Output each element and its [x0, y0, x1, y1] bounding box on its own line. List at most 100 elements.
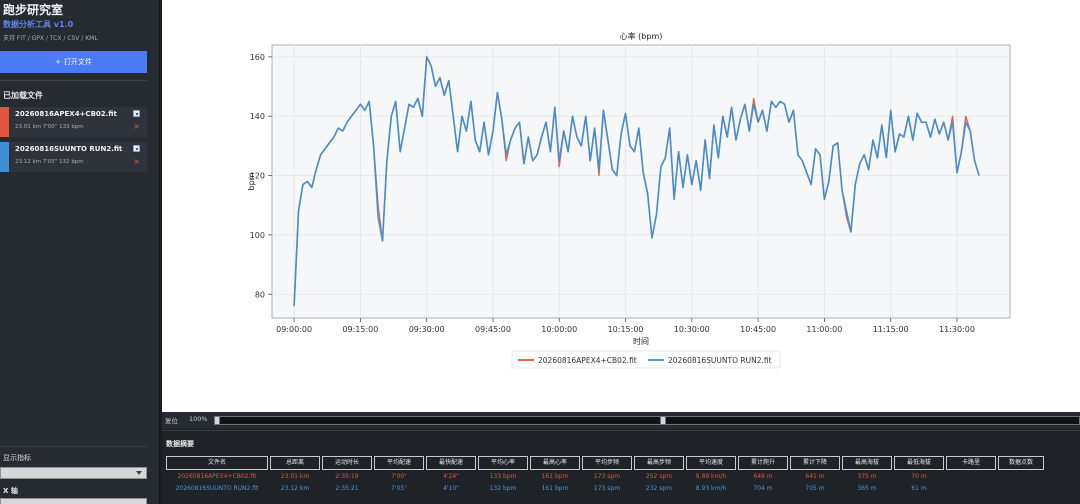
file-meta: 23.12 km 7'05" 132 bpm [15, 159, 84, 165]
zoom-range-track[interactable] [214, 416, 1080, 425]
table-cell: 70 m [911, 473, 927, 480]
chart-title: 心率 (bpm) [620, 31, 663, 41]
zoom-percent: 100% [189, 415, 208, 423]
metric-select[interactable] [0, 467, 147, 479]
zoom-reset-button[interactable]: 复位 [165, 417, 178, 425]
plot-frame [271, 44, 1011, 319]
heart-rate-chart[interactable]: 80 100 120 140 160 09:00:00 09:15:00 09:30:00 09… [162, 0, 1080, 412]
file-meta: 23.01 km 7'00" 133 bpm [15, 124, 84, 130]
table-cell: 375 m [857, 473, 877, 480]
table-cell: 61 m [911, 485, 927, 492]
y-tick-label: 160 [250, 53, 265, 62]
open-file-label: 打开文件 [63, 58, 92, 66]
x-axis-label: X 轴 [3, 487, 18, 495]
x-tick-label: 09:30:00 [409, 325, 445, 334]
x-tick-label: 09:00:00 [276, 325, 312, 334]
y-tick-label: 120 [250, 172, 265, 181]
column-header: 最高步频 [634, 456, 684, 470]
table-cell: 8.93 km/h [695, 485, 727, 492]
file-color-stripe [0, 142, 9, 172]
x-axis-title: 时间 [633, 336, 649, 346]
column-header: 累计爬升 [738, 456, 788, 470]
file-name: 20260816SUUNTO RUN2.fit [15, 145, 123, 153]
app-subtitle: 数据分析工具 v1.0 [3, 20, 74, 29]
x-tick-label: 10:30:00 [674, 325, 710, 334]
file-card[interactable]: 20260816APEX4+CB02.fit 23.01 km 7'00" 13… [0, 107, 147, 137]
table-cell: 20260816APEX4+CB02.fit [177, 473, 257, 480]
metric-label: 显示指标 [3, 454, 31, 462]
table-cell: 2:35:21 [335, 485, 359, 492]
table-cell: 161 bpm [541, 485, 569, 492]
plus-icon: + [55, 58, 61, 66]
table-cell [946, 484, 996, 494]
x-tick-label: 10:45:00 [740, 325, 776, 334]
table-cell: 4'24" [443, 473, 459, 480]
table-cell: 23.12 km [280, 485, 310, 492]
legend-box [511, 350, 781, 369]
sidebar: 跑步研究室 数据分析工具 v1.0 支持 FIT / GPX / TCX / C… [0, 0, 160, 504]
table-cell: 2:35:19 [335, 473, 359, 480]
y-tick-label: 100 [250, 231, 265, 240]
divider [0, 80, 147, 81]
file-visible-checkbox[interactable] [133, 110, 140, 117]
table-cell: 232 spm [645, 485, 673, 492]
table-cell: 20260816SUUNTO RUN2.fit [175, 485, 259, 492]
table-cell: 641 m [805, 473, 825, 480]
file-card[interactable]: 20260816SUUNTO RUN2.fit 23.12 km 7'05" 1… [0, 142, 147, 172]
supported-formats: 支持 FIT / GPX / TCX / CSV / KML [3, 35, 98, 42]
x-tick-label: 10:15:00 [608, 325, 644, 334]
table-cell: 132 bpm [489, 485, 517, 492]
x-tick-label: 09:45:00 [475, 325, 511, 334]
column-header: 平均配速 [374, 456, 424, 470]
series-line-2 [293, 56, 980, 307]
x-tick-label: 09:15:00 [342, 325, 378, 334]
column-header: 累计下降 [790, 456, 840, 470]
legend-entry: 20260816SUUNTO RUN2.fit [668, 356, 772, 365]
x-tick-label: 10:00:00 [541, 325, 577, 334]
column-header: 运动时长 [322, 456, 372, 470]
table-cell: 133 bpm [489, 473, 517, 480]
zoom-handle-right[interactable] [659, 416, 666, 425]
table-cell: 648 m [753, 473, 773, 480]
remove-file-icon[interactable]: × [133, 122, 140, 131]
y-axis-title: bpm [247, 172, 256, 190]
file-name: 20260816APEX4+CB02.fit [15, 110, 117, 118]
zoom-handle-left[interactable] [214, 416, 220, 425]
file-visible-checkbox[interactable] [133, 145, 140, 152]
column-header: 最快配速 [426, 456, 476, 470]
column-header: 最高海拔 [842, 456, 892, 470]
data-summary-panel: 数据摘要 文件名 总距离 运动时长 平均配速 最快配速 平均心率 最高心率 平均步频 最高步频平… [162, 430, 1080, 504]
table-cell: 365 m [857, 485, 877, 492]
table-cell: 4'10" [443, 485, 459, 492]
x-tick-label: 11:15:00 [873, 325, 909, 334]
table-cell: 173 spm [593, 473, 621, 480]
column-header: 平均步频 [582, 456, 632, 470]
table-cell: 7'00" [391, 473, 407, 480]
y-tick-label: 80 [255, 290, 265, 299]
x-axis-select[interactable] [0, 498, 147, 504]
column-header: 数据点数 [998, 456, 1044, 470]
column-header: 卡路里 [946, 456, 996, 470]
column-header: 平均速度 [686, 456, 736, 470]
loaded-files-title: 已加载文件 [3, 91, 43, 100]
open-file-button[interactable]: + 打开文件 [0, 51, 147, 73]
column-header: 文件名 [166, 456, 268, 470]
table-cell [998, 484, 1044, 494]
summary-title: 数据摘要 [166, 440, 194, 448]
column-header: 总距离 [270, 456, 320, 470]
legend-entry: 20260816APEX4+CB02.fit [538, 356, 637, 365]
file-color-stripe [0, 107, 9, 137]
chart-area: 80 100 120 140 160 09:00:00 09:15:00 09:30:00 09… [162, 0, 1080, 412]
remove-file-icon[interactable]: × [133, 157, 140, 166]
table-cell: 161 bpm [541, 473, 569, 480]
x-tick-label: 11:30:00 [939, 325, 975, 334]
table-cell: 252 spm [645, 473, 673, 480]
y-tick-label: 140 [250, 112, 265, 121]
column-header: 最低海拔 [894, 456, 944, 470]
table-cell [998, 472, 1044, 482]
column-header: 最高心率 [530, 456, 580, 470]
table-cell: 8.89 km/h [695, 473, 727, 480]
divider [0, 446, 147, 447]
table-cell [946, 472, 996, 482]
table-cell: 704 m [753, 485, 773, 492]
